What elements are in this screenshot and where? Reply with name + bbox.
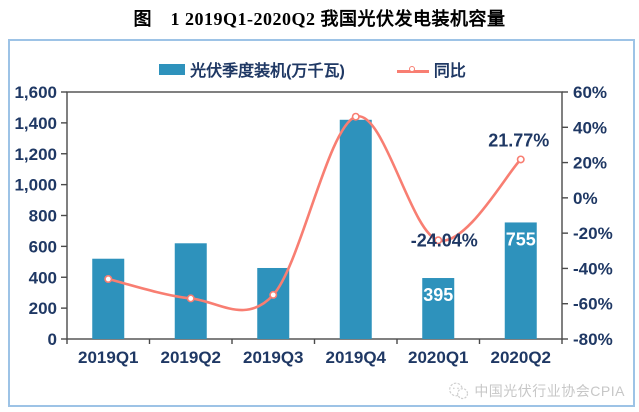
- x-axis-label-2019Q1: 2019Q1: [78, 348, 139, 367]
- chart-frame: 光伏季度装机(万千瓦) 同比 0 200 400 600 800 1,000 1,200 1,…: [8, 39, 635, 407]
- right-axis-label: -80%: [573, 330, 613, 349]
- combo-chart-canvas: 0 200 400 600 800 1,000 1,200 1,400 1,600 -80% -60…: [14, 83, 613, 367]
- x-axis-label-2019Q2: 2019Q2: [161, 348, 222, 367]
- legend-item-installs: 光伏季度装机(万千瓦): [159, 57, 345, 81]
- chart-legend: 光伏季度装机(万千瓦) 同比: [10, 57, 633, 81]
- yoy-marker-2020Q1: [434, 236, 443, 245]
- wechat-icon: [449, 382, 469, 399]
- right-axis-label: 40%: [573, 118, 607, 137]
- bar-2019Q2: [174, 243, 207, 339]
- source-text: 中国光伏行业协会CPIA: [474, 383, 625, 399]
- bar-value-label-2020Q2: 755: [506, 229, 536, 249]
- yoy-value-label-2020Q1: -24.04%: [411, 230, 478, 250]
- yoy-line: [107, 115, 522, 312]
- right-axis-label: 0%: [573, 189, 598, 208]
- line-marker-icon: [396, 64, 429, 74]
- yoy-value-label-2020Q2: 21.77%: [488, 130, 549, 150]
- bar-2020Q1: [422, 278, 455, 339]
- source-watermark: 中国光伏行业协会CPIA: [448, 381, 625, 401]
- yoy-marker-2019Q4: [351, 112, 360, 121]
- left-axis-label: 0: [48, 330, 57, 349]
- right-axis-label: 20%: [573, 154, 607, 173]
- x-axis-label-2019Q4: 2019Q4: [326, 348, 387, 367]
- yoy-marker-2020Q2: [516, 155, 525, 164]
- left-axis-label: 1,400: [14, 114, 57, 133]
- left-axis-label: 1,200: [14, 145, 57, 164]
- right-axis-label: -20%: [573, 224, 613, 243]
- left-axis-label: 1,000: [14, 176, 57, 195]
- x-axis-label-2019Q3: 2019Q3: [243, 348, 304, 367]
- plot-border: [66, 91, 563, 340]
- legend-item-yoy: 同比: [396, 57, 466, 81]
- bar-swatch-icon: [159, 63, 186, 75]
- yoy-marker-2019Q1: [104, 275, 113, 284]
- right-axis-label: -60%: [573, 295, 613, 314]
- page-title: 图 1 2019Q1-2020Q2 我国光伏发电装机容量: [133, 9, 506, 29]
- bar-2019Q4: [339, 119, 372, 339]
- yoy-marker-2019Q3: [269, 290, 278, 299]
- right-axis-label: 60%: [573, 83, 607, 102]
- bar-2019Q1: [92, 258, 125, 339]
- yoy-marker-2019Q2: [186, 294, 195, 303]
- left-axis-label: 200: [29, 299, 57, 318]
- left-axis-label: 1,600: [14, 83, 57, 102]
- x-axis-label-2020Q2: 2020Q2: [491, 348, 552, 367]
- left-axis-label: 400: [29, 268, 57, 287]
- right-axis-label: -40%: [573, 259, 613, 278]
- legend-label-installs: 光伏季度装机(万千瓦): [190, 63, 345, 80]
- left-axis-label: 600: [29, 237, 57, 256]
- bar-2020Q2: [504, 222, 537, 339]
- bar-value-label-2020Q1: 395: [423, 285, 453, 305]
- left-axis-label: 800: [29, 207, 57, 226]
- legend-label-yoy: 同比: [433, 63, 466, 80]
- x-axis-label-2020Q1: 2020Q1: [408, 348, 469, 367]
